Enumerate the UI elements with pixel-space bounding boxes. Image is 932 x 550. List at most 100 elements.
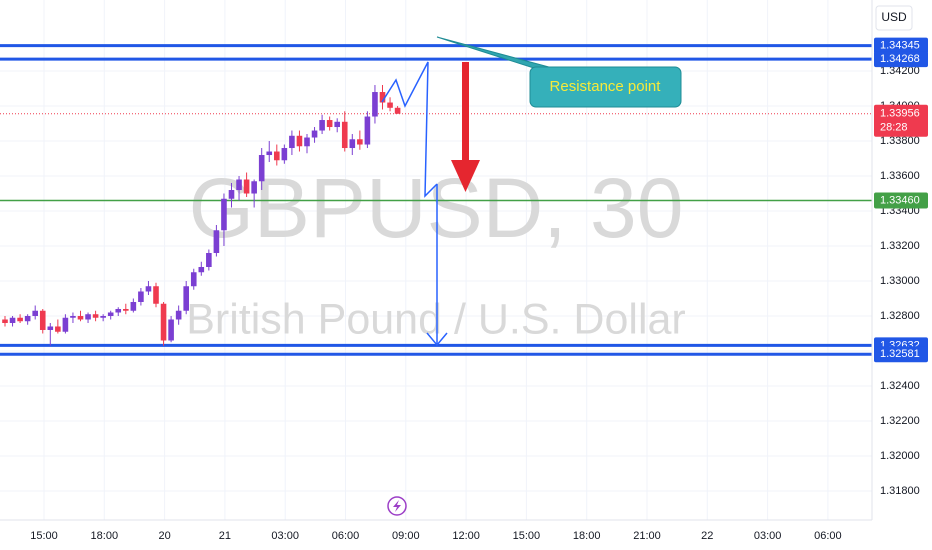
grid <box>0 0 872 520</box>
candle-body <box>221 198 227 231</box>
candle-body <box>341 121 348 149</box>
level-label: 1.34268 <box>880 53 920 65</box>
level-label: 1.34345 <box>880 40 920 52</box>
candle-body <box>394 107 401 114</box>
candle-body <box>168 319 174 341</box>
candle-body <box>251 181 257 194</box>
y-tick-label: 1.34200 <box>880 65 920 77</box>
candle-body <box>2 319 8 323</box>
candle-body <box>311 130 318 138</box>
candle-body <box>70 315 76 318</box>
y-tick-label: 1.33800 <box>880 135 920 147</box>
candle-body <box>326 120 333 128</box>
x-tick-label: 03:00 <box>754 530 782 542</box>
candle-body <box>228 190 235 199</box>
candle-body <box>379 92 386 103</box>
y-tick-label: 1.32800 <box>880 310 920 322</box>
x-tick-label: 21 <box>219 530 231 542</box>
candle-body <box>289 135 295 149</box>
candle-body <box>319 120 325 131</box>
callout-text: Resistance point <box>550 78 662 95</box>
x-tick-label: 06:00 <box>814 530 842 542</box>
candle-body <box>39 310 46 330</box>
candle-body <box>92 314 99 318</box>
x-tick-label: 15:00 <box>30 530 58 542</box>
event-icon <box>387 496 407 516</box>
x-tick-label: 20 <box>158 530 170 542</box>
x-tick-label: 18:00 <box>91 530 119 542</box>
y-tick-label: 1.33200 <box>880 240 920 252</box>
candle-body <box>107 312 114 316</box>
candle-body <box>357 139 363 145</box>
last-price-badge <box>874 104 928 137</box>
watermark-subtitle: British Pound / U.S. Dollar <box>186 295 685 343</box>
candle-body <box>266 151 273 156</box>
currency: USD <box>881 10 907 24</box>
candle-body <box>190 272 197 287</box>
timer: 28:28 <box>880 122 908 134</box>
last-price-label: 1.33956 <box>880 108 920 120</box>
candle-body <box>55 326 61 332</box>
level-badge <box>874 346 928 363</box>
y-tick-label: 1.32400 <box>880 380 920 392</box>
y-tick-label: 1.31800 <box>880 485 920 497</box>
candle-body <box>77 315 84 320</box>
y-tick-label: 1.32000 <box>880 450 920 462</box>
candle-body <box>32 310 38 316</box>
candle-body <box>62 317 69 332</box>
candle-body <box>100 315 106 318</box>
x-tick-label: 09:00 <box>392 530 420 542</box>
y-tick-label: 1.33600 <box>880 170 920 182</box>
candle-body <box>349 139 356 149</box>
x-tick-label: 12:00 <box>452 530 480 542</box>
callout: Resistance point <box>436 36 682 108</box>
x-tick-label: 18:00 <box>573 530 601 542</box>
x-tick-label: 03:00 <box>271 530 299 542</box>
zigzag-drawing <box>381 61 448 347</box>
candle-body <box>387 102 393 108</box>
candle-body <box>243 179 250 194</box>
level-label: 1.32581 <box>880 348 920 360</box>
currency-box[interactable] <box>875 5 913 31</box>
level-badge <box>874 51 928 68</box>
candle-body <box>24 315 31 322</box>
candle-body <box>206 253 212 267</box>
level-badge <box>874 192 928 209</box>
candle-body <box>175 310 182 320</box>
candle-body <box>9 317 16 323</box>
candle-body <box>123 308 129 311</box>
level-badge <box>874 37 928 54</box>
candle-body <box>145 286 152 292</box>
candle-body <box>47 326 54 330</box>
candles <box>2 85 401 346</box>
x-tick-label: 21:00 <box>633 530 661 542</box>
x-tick-label: 22 <box>701 530 713 542</box>
candle-body <box>296 135 303 147</box>
x-tick-label: 15:00 <box>513 530 541 542</box>
candle-body <box>236 179 242 191</box>
watermark-title: GBPUSD, 30 <box>189 161 684 255</box>
candle-body <box>274 151 280 161</box>
candle-body <box>364 116 371 145</box>
candle-body <box>372 92 378 117</box>
candle-body <box>138 291 144 302</box>
candle-body <box>153 286 159 304</box>
candle-body <box>281 148 288 161</box>
level-label: 1.33460 <box>880 194 920 206</box>
down-arrow <box>451 62 480 192</box>
candle-body <box>258 155 265 182</box>
axes: 1.318001.320001.322001.324001.326001.328… <box>30 37 928 542</box>
candle-body <box>304 137 310 147</box>
candle-body <box>115 308 122 313</box>
candle-body <box>213 230 220 254</box>
candle-body <box>160 303 167 341</box>
levels <box>0 44 872 356</box>
y-tick-label: 1.33000 <box>880 275 920 287</box>
candle-body <box>85 314 91 320</box>
candle-body <box>130 301 137 311</box>
candle-body <box>183 286 189 311</box>
candle-body <box>17 317 23 322</box>
candle-body <box>198 266 205 273</box>
candle-body <box>334 121 340 128</box>
